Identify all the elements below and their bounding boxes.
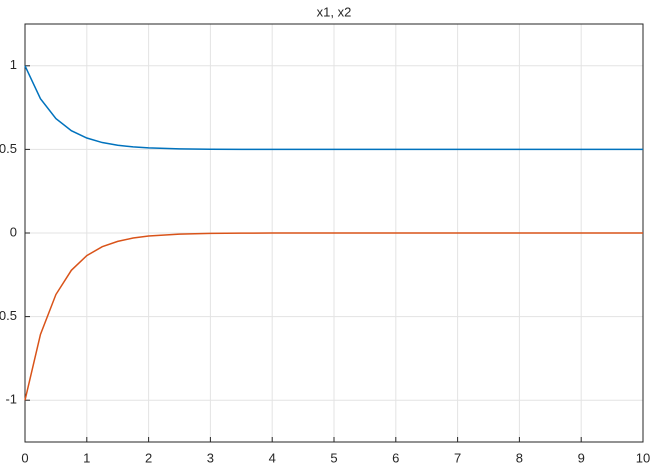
x-tick-label: 5 — [330, 450, 337, 465]
x-tick-label: 9 — [578, 450, 585, 465]
x-tick-label: 0 — [21, 450, 28, 465]
x-tick-label: 8 — [516, 450, 523, 465]
series-line — [24, 232, 643, 401]
x-tick-label: 7 — [454, 450, 461, 465]
y-tick-label: 0 — [10, 224, 17, 239]
chart-title: x1, x2 — [317, 4, 352, 19]
series-line — [24, 65, 643, 151]
x-tick-label: 4 — [269, 450, 276, 465]
x-tick-label: 3 — [207, 450, 214, 465]
y-tick-label: 0.5 — [0, 141, 17, 156]
x-tick-label: 10 — [636, 450, 650, 465]
y-tick-label: 1 — [10, 57, 17, 72]
x-tick-label: 1 — [83, 450, 90, 465]
x-tick-label: 2 — [145, 450, 152, 465]
y-tick-label: -0.5 — [0, 308, 17, 323]
y-tick-label: -1 — [5, 392, 17, 407]
x-tick-label: 6 — [392, 450, 399, 465]
